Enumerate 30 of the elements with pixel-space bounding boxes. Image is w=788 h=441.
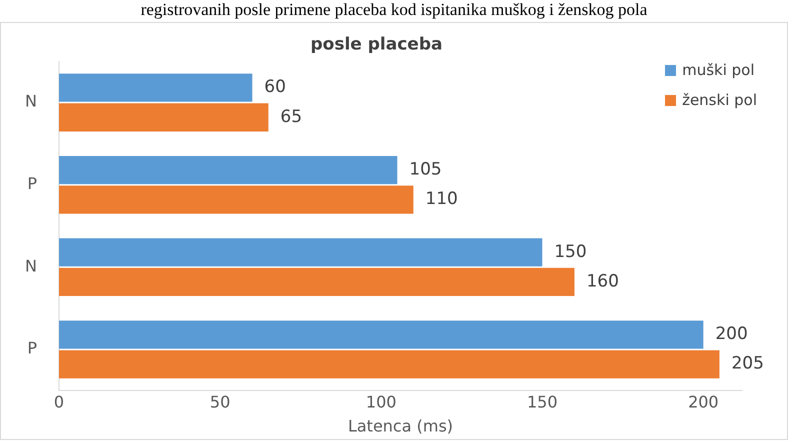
data-label: 60 — [264, 77, 286, 98]
bar — [58, 156, 398, 184]
x-tick-label: 50 — [210, 392, 230, 412]
y-tick-label: N — [25, 92, 37, 111]
bar — [58, 350, 720, 378]
y-tick-label: N — [25, 256, 37, 276]
data-label: 205 — [731, 354, 764, 374]
data-label: 65 — [280, 106, 302, 127]
bar — [58, 268, 574, 296]
y-tick-label: P — [27, 174, 38, 194]
legend-label: ženski pol — [682, 91, 757, 109]
data-label: 105 — [409, 159, 442, 180]
data-label: 160 — [586, 271, 619, 292]
bar — [58, 186, 414, 214]
data-label: 150 — [554, 242, 587, 262]
x-tick-label: 200 — [688, 392, 719, 412]
x-axis-title: Latenca (ms) — [348, 416, 454, 436]
data-label: 110 — [425, 189, 458, 210]
bar — [58, 103, 268, 132]
bar — [58, 74, 252, 102]
bar — [58, 320, 704, 349]
x-tick-label: 150 — [526, 392, 558, 412]
legend-label: muški pol — [682, 61, 754, 79]
chart-title: posle placeba — [310, 34, 442, 55]
x-tick-label: 100 — [366, 392, 396, 412]
text: registrovanih posle primene placeba kod ispitanika muškog i ženskog pola — [140, 0, 648, 19]
x-tick-label: 0 — [54, 392, 64, 412]
bar — [58, 238, 542, 266]
data-label: 200 — [715, 324, 748, 344]
y-tick-label: P — [27, 338, 38, 358]
